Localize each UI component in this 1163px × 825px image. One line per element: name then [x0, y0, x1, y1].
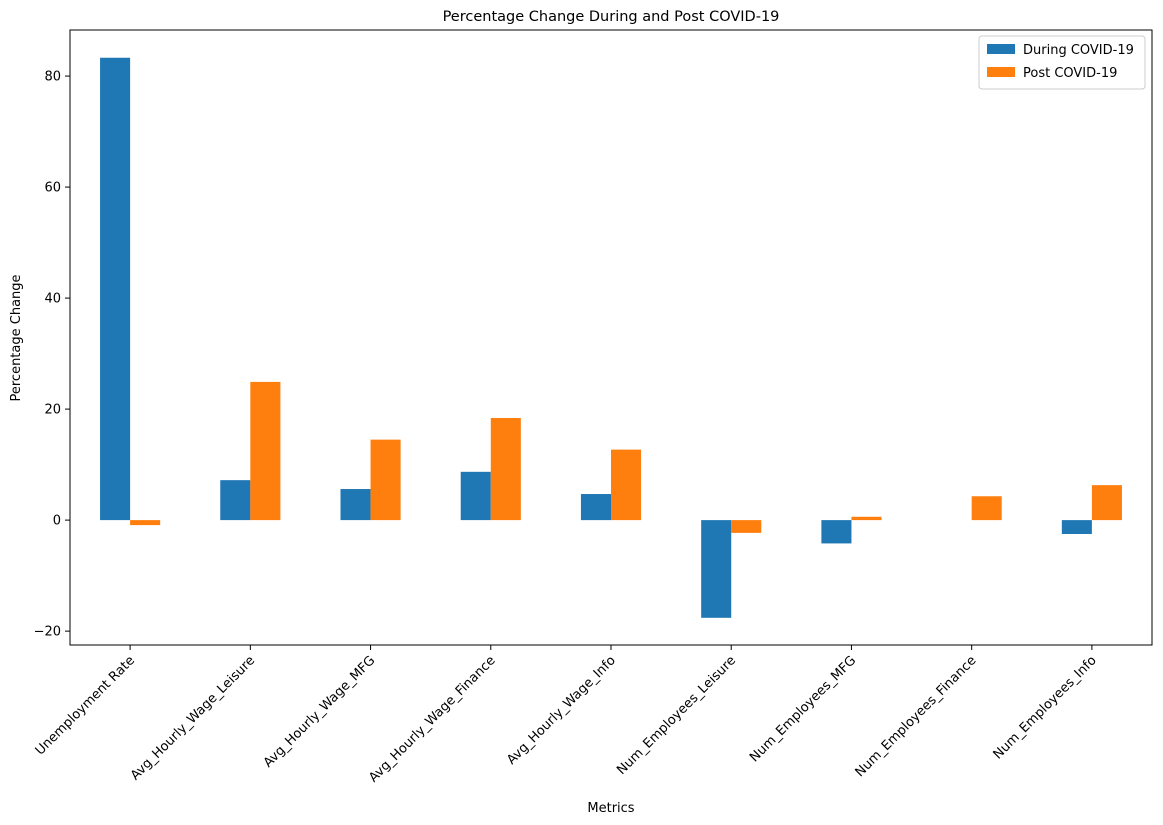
plot-area [100, 57, 1122, 618]
x-tick-label: Num_Employees_Finance [853, 653, 980, 780]
legend-swatch-during [987, 44, 1015, 54]
chart-title: Percentage Change During and Post COVID-… [443, 9, 780, 25]
y-tick-label: −20 [34, 625, 61, 640]
bar-during-6 [821, 520, 852, 544]
x-tick-label: Unemployment Rate [33, 653, 138, 758]
y-tick-label: 40 [44, 292, 61, 307]
x-tick-label: Num_Employees_Leisure [614, 653, 739, 778]
y-axis-label: Percentage Change [9, 274, 24, 401]
bar-post-8 [1091, 485, 1122, 521]
legend: During COVID-19 Post COVID-19 [978, 35, 1146, 90]
y-tick-label: 60 [44, 181, 61, 196]
x-axis: Unemployment RateAvg_Hourly_Wage_Leisure… [33, 645, 1100, 786]
bar-during-5 [701, 520, 732, 618]
bar-post-6 [851, 516, 882, 521]
bar-during-4 [580, 494, 611, 521]
x-tick-label: Avg_Hourly_Wage_Info [504, 653, 619, 768]
bar-post-2 [370, 439, 401, 521]
x-tick-label: Avg_Hourly_Wage_MFG [261, 653, 379, 771]
bar-during-3 [460, 471, 491, 521]
plot-frame [69, 29, 1153, 646]
bar-during-1 [220, 480, 251, 521]
x-axis-label: Metrics [587, 801, 634, 816]
x-tick-label: Num_Employees_MFG [747, 653, 859, 765]
bar-during-8 [1061, 520, 1092, 534]
bar-post-4 [611, 449, 642, 521]
bar-post-7 [971, 496, 1002, 521]
bar-post-1 [250, 381, 281, 521]
y-tick-label: 20 [44, 403, 61, 418]
y-tick-label: 80 [44, 70, 61, 85]
bar-post-3 [490, 417, 521, 521]
legend-label-during: During COVID-19 [1023, 43, 1134, 58]
x-tick-label: Avg_Hourly_Wage_Leisure [128, 653, 258, 783]
bar-post-5 [731, 520, 762, 533]
legend-frame [978, 35, 1146, 90]
bar-during-2 [340, 489, 371, 521]
x-tick-label: Num_Employees_Info [991, 653, 1100, 762]
legend-label-post: Post COVID-19 [1023, 66, 1117, 81]
bar-during-0 [100, 57, 131, 521]
y-tick-label: 0 [53, 514, 61, 529]
bar-post-0 [130, 520, 161, 526]
y-axis: −20 0 20 40 60 80 [34, 70, 70, 640]
x-tick-label: Avg_Hourly_Wage_Finance [366, 653, 498, 785]
legend-swatch-post [987, 67, 1015, 77]
